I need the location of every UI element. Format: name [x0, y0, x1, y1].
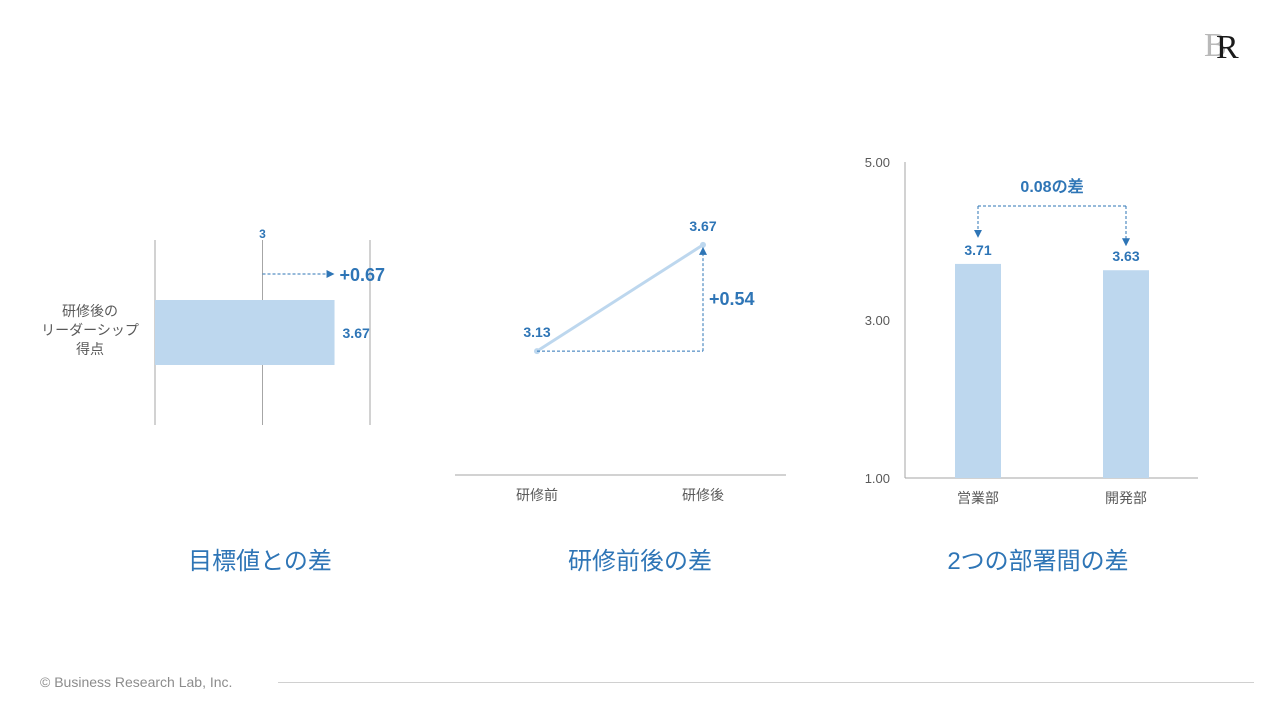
copyright-text: © Business Research Lab, Inc. — [40, 674, 233, 690]
c3-data-label: 3.63 — [1112, 248, 1139, 264]
c3-data-label: 3.71 — [964, 242, 991, 258]
c3-x-tick-label: 開発部 — [1105, 490, 1147, 506]
caption-target: 目標値との差 — [188, 548, 332, 575]
c3-annotation-label: 0.08の差 — [1020, 177, 1083, 196]
c1-bar-value-label: 3.67 — [343, 325, 370, 341]
c3-y-tick-label: 3.00 — [865, 313, 890, 328]
c3-y-tick-label: 1.00 — [865, 471, 890, 486]
logo-mark-back: B — [1204, 27, 1227, 64]
caption-departments: 2つの部署間の差 — [947, 548, 1129, 575]
c3-bar — [1103, 270, 1149, 478]
c1-delta-label: +0.67 — [340, 265, 386, 285]
c1-category-label-line: 得点 — [76, 341, 104, 357]
footer-divider — [278, 682, 1254, 683]
c2-data-label: 3.67 — [689, 218, 716, 234]
c1-target-label: 3 — [259, 227, 266, 241]
c2-data-label: 3.13 — [523, 324, 550, 340]
c1-category-label-line: リーダーシップ — [41, 322, 139, 338]
company-logo: B R — [1204, 26, 1256, 66]
c2-series-line — [536, 243, 704, 353]
c1-category-label-line: 研修後の — [62, 303, 118, 319]
c2-x-tick-label: 研修後 — [682, 487, 724, 503]
c2-point — [700, 241, 706, 248]
logo-mark-front: R — [1216, 29, 1239, 66]
c2-delta-label: +0.54 — [709, 289, 755, 309]
c3-y-tick-label: 5.00 — [865, 155, 890, 170]
c2-x-tick-label: 研修前 — [516, 487, 558, 503]
c3-bar — [955, 263, 1001, 478]
c3-x-tick-label: 営業部 — [957, 490, 999, 506]
caption-prepost: 研修前後の差 — [568, 548, 712, 575]
c1-bar — [155, 300, 335, 365]
